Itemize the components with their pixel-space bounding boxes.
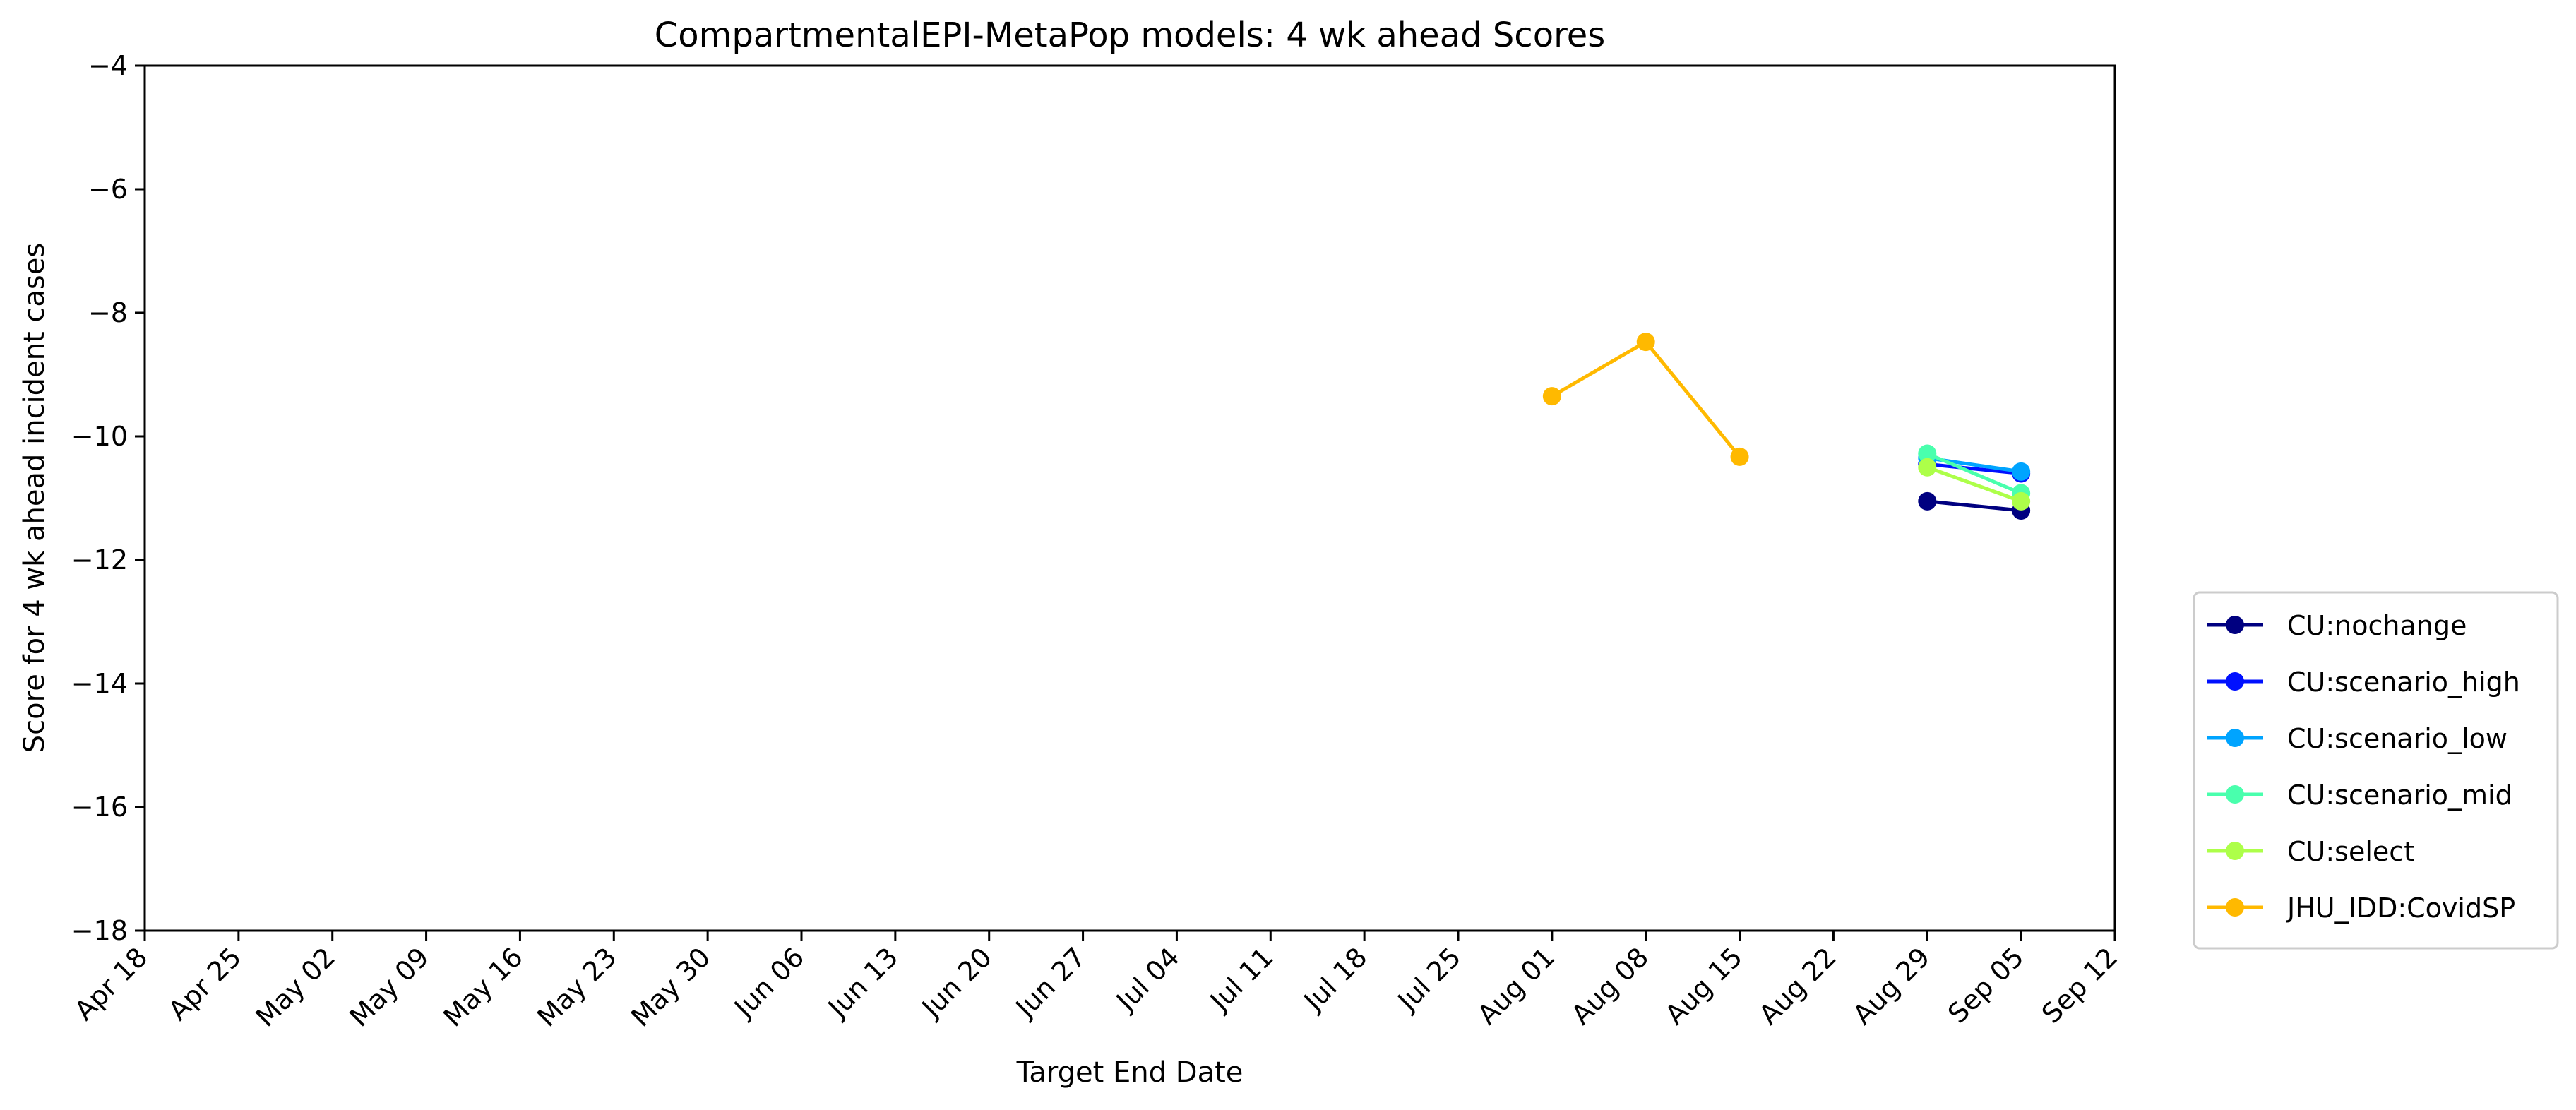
- plot-frame: [143, 64, 2116, 932]
- legend-marker: [2226, 672, 2244, 691]
- y-tick-label: −12: [71, 544, 128, 575]
- data-point: [1918, 444, 1937, 463]
- series-line: [1927, 462, 2022, 475]
- x-tick-label: Aug 08: [1566, 941, 1654, 1030]
- legend-item: JHU_IDD:CovidSP: [2207, 893, 2515, 924]
- data-point: [2012, 462, 2031, 481]
- x-tick-label: Jun 27: [1009, 941, 1092, 1024]
- x-tick-label: May 09: [344, 941, 435, 1032]
- y-tick-label: −16: [71, 792, 128, 823]
- series-line: [1551, 340, 1741, 458]
- x-tick-label: Jul 18: [1297, 941, 1373, 1018]
- legend-item: CU:scenario_mid: [2207, 780, 2512, 811]
- legend-item: CU:select: [2207, 836, 2414, 867]
- y-tick-label: −10: [71, 421, 128, 452]
- x-tick-label: Jul 11: [1203, 941, 1280, 1018]
- x-tick-label: Jun 06: [727, 941, 810, 1024]
- x-tick-label: Aug 22: [1753, 941, 1842, 1030]
- x-tick-label: Sep 12: [2036, 941, 2123, 1029]
- data-point: [1542, 387, 1561, 406]
- x-tick-label: Aug 29: [1847, 941, 1936, 1030]
- data-point: [2012, 491, 2031, 511]
- legend-label: JHU_IDD:CovidSP: [2286, 893, 2515, 924]
- legend-marker: [2226, 898, 2244, 917]
- chart-title: CompartmentalEPI-MetaPop models: 4 wk ah…: [655, 16, 1606, 55]
- legend-marker: [2226, 785, 2244, 804]
- y-tick-label: −6: [88, 174, 128, 205]
- legend-label: CU:scenario_high: [2287, 667, 2520, 698]
- legend-label: CU:scenario_mid: [2287, 780, 2512, 811]
- y-tick-label: −4: [88, 50, 128, 81]
- x-tick-label: Apr 25: [162, 941, 247, 1026]
- series-group: [1918, 458, 2031, 511]
- legend-item: CU:nochange: [2207, 610, 2467, 641]
- data-point: [1918, 491, 1937, 511]
- series-line: [1926, 465, 2022, 503]
- x-tick-label: Apr 18: [68, 941, 153, 1026]
- legend-marker: [2226, 729, 2244, 747]
- legend-box: [2193, 591, 2559, 950]
- x-tick-label: May 16: [437, 941, 528, 1032]
- series-lines: [1542, 333, 2031, 520]
- y-axis-label: Score for 4 wk ahead incident cases: [18, 243, 51, 753]
- x-tick-label: Jul 25: [1391, 941, 1467, 1018]
- legend-label: CU:nochange: [2287, 610, 2467, 641]
- x-tick-label: May 02: [250, 941, 341, 1032]
- legend: CU:nochange CU:scenario_high CU:scenario_l…: [2193, 591, 2559, 950]
- x-tick-label: Jun 13: [821, 941, 904, 1024]
- data-point: [1636, 333, 1655, 352]
- legend-label: CU:scenario_low: [2287, 723, 2508, 754]
- data-point: [1730, 447, 1749, 466]
- y-tick-label: −18: [71, 915, 128, 946]
- series-line: [1926, 452, 2022, 495]
- x-tick-label: Aug 15: [1659, 941, 1748, 1030]
- x-tick-label: May 30: [625, 941, 716, 1032]
- x-tick-label: Jul 04: [1109, 941, 1186, 1018]
- y-tick-label: −14: [71, 668, 128, 699]
- x-tick-label: Sep 05: [1942, 941, 2029, 1029]
- x-tick-label: Jun 20: [915, 941, 998, 1024]
- legend-item: CU:scenario_high: [2207, 667, 2520, 698]
- x-tick-label: May 23: [531, 941, 622, 1032]
- legend-label: CU:select: [2287, 836, 2414, 867]
- series-line: [1927, 499, 2022, 513]
- data-point: [1918, 458, 1937, 477]
- legend-marker: [2226, 616, 2244, 634]
- legend-marker: [2226, 842, 2244, 860]
- y-tick-label: −8: [88, 297, 128, 328]
- series-group: [1542, 333, 1749, 466]
- x-axis-label: Target End Date: [1016, 1056, 1244, 1089]
- legend-item: CU:scenario_low: [2207, 723, 2508, 754]
- x-tick-label: Aug 01: [1472, 941, 1561, 1030]
